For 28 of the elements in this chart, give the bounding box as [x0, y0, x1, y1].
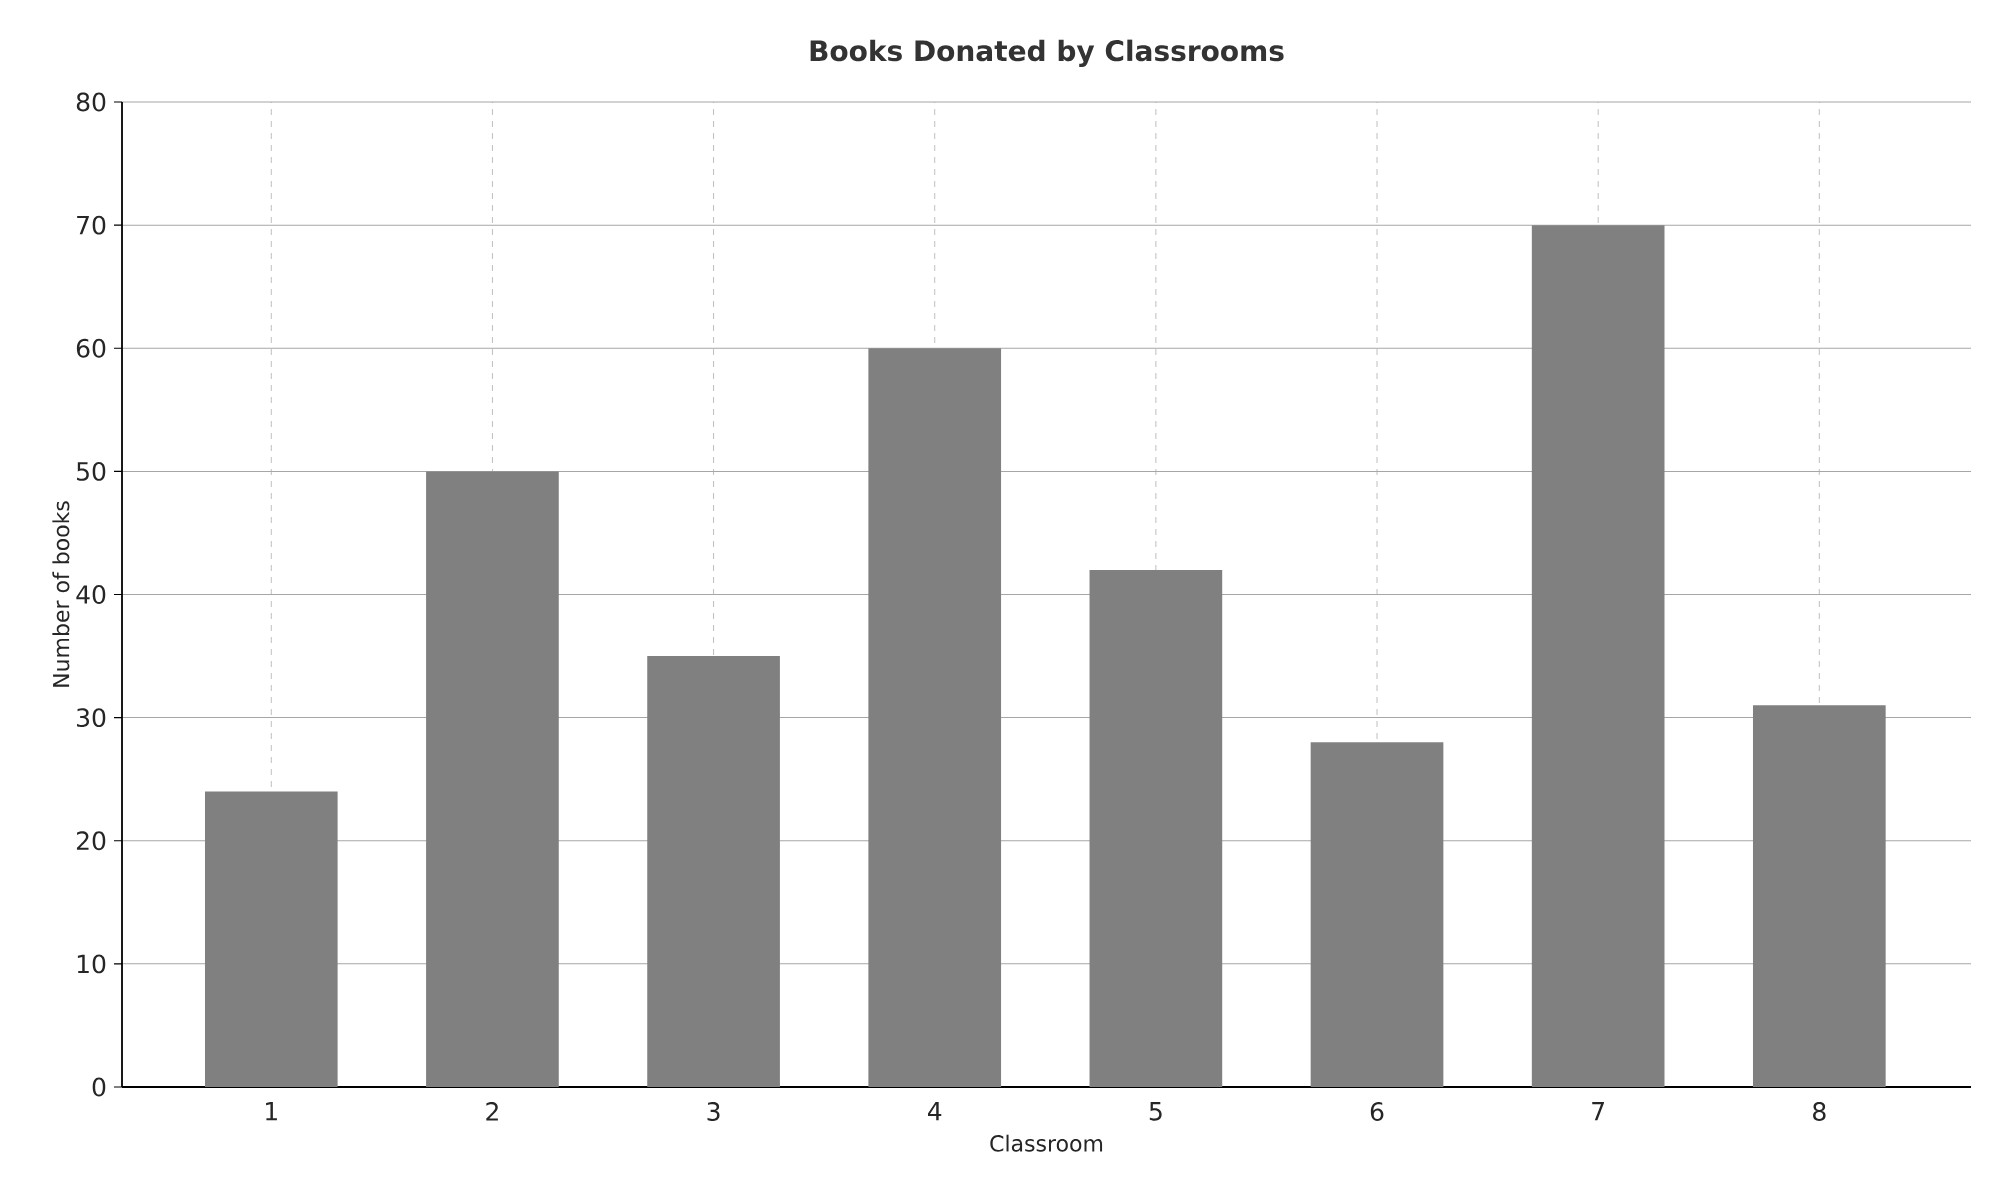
bar: [647, 656, 780, 1087]
bar: [204, 791, 338, 1087]
y-tick-label: 20: [76, 831, 106, 851]
x-tick-label: 7: [1592, 1102, 1604, 1121]
y-axis-title: Number of books: [52, 501, 70, 687]
chart-title: Books Donated by Classrooms: [810, 39, 1284, 67]
y-tick-label: 10: [77, 954, 106, 974]
y-tick-label: 50: [77, 461, 106, 481]
x-tick-label: 8: [1813, 1102, 1826, 1121]
x-axis-title: Classroom: [990, 1134, 1103, 1152]
x-tick-label: 4: [928, 1102, 942, 1121]
y-tick-label: 60: [76, 338, 106, 358]
bar: [1310, 742, 1444, 1087]
x-tick-label: 6: [1370, 1102, 1384, 1121]
bar: [426, 471, 559, 1087]
y-tick-label: 80: [76, 92, 106, 112]
y-tick-label: 40: [76, 585, 106, 604]
y-tick-label: 0: [92, 1077, 106, 1097]
x-tick-label: 1: [266, 1102, 277, 1121]
bar: [1531, 225, 1665, 1087]
x-tick-label: 3: [707, 1102, 720, 1121]
y-tick-label: 70: [77, 215, 106, 235]
x-tick-label: 2: [486, 1102, 498, 1121]
bar: [1752, 705, 1886, 1087]
y-tick-label: 30: [77, 708, 106, 728]
x-tick-label: 5: [1149, 1102, 1162, 1121]
bar: [1089, 569, 1223, 1087]
bar: [868, 348, 1002, 1087]
